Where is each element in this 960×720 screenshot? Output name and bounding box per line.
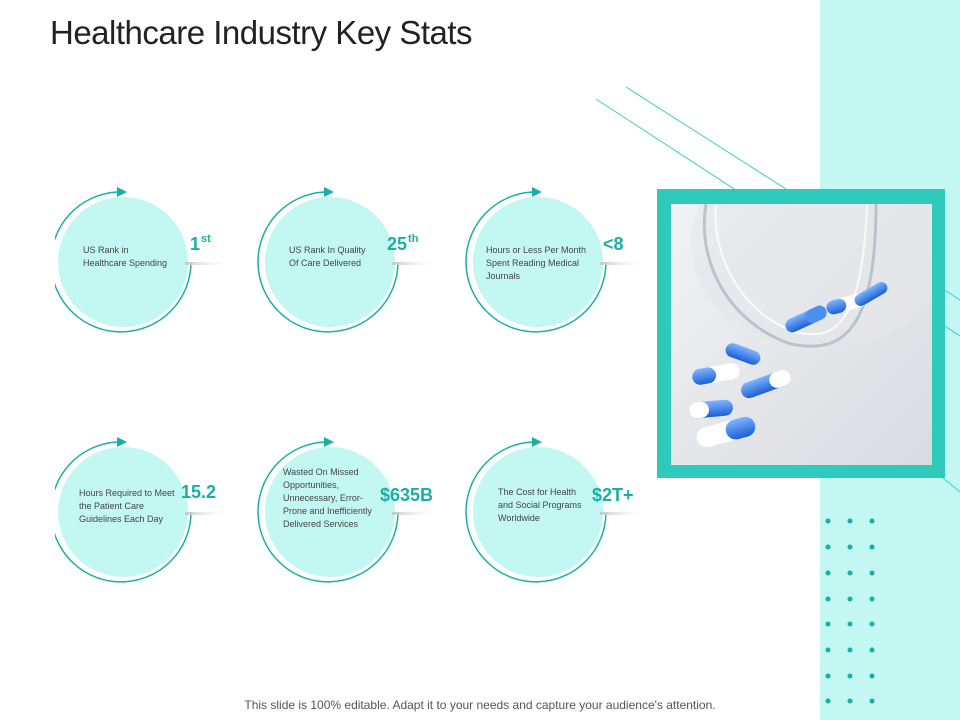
- stat-circle-graphic: [465, 187, 648, 333]
- ordinal-suffix: st: [201, 233, 211, 245]
- stat-circle-graphic: [55, 187, 233, 333]
- stat-card-rank-quality: US Rank In Quality Of Care Delivered 25t…: [255, 180, 455, 340]
- slide-title: Healthcare Industry Key Stats: [50, 14, 473, 51]
- dot-grid-decoration: [825, 518, 875, 704]
- stat-description: US Rank In Quality Of Care Delivered: [289, 245, 366, 268]
- stat-value: 1st: [190, 233, 211, 254]
- stat-circle-graphic: [55, 437, 233, 583]
- ordinal-suffix: th: [408, 233, 419, 245]
- stat-card-rank-spending: US Rank in Healthcare Spending 1st: [55, 180, 255, 340]
- stat-value: 25th: [387, 233, 419, 254]
- stat-description: Wasted On Missed Opportunities, Unnecess…: [283, 467, 372, 529]
- footer-note: This slide is 100% editable. Adapt it to…: [244, 698, 716, 712]
- stat-circle-graphic: [257, 187, 440, 333]
- stat-description: Hours Required to Meet the Patient Care …: [79, 488, 175, 524]
- stat-value: $2T+: [592, 485, 634, 505]
- stat-circle-graphic: [257, 437, 440, 583]
- stat-description: Hours or Less Per Month Spent Reading Me…: [486, 245, 587, 281]
- stat-card-care-guidelines: Hours Required to Meet the Patient Care …: [55, 430, 255, 590]
- stat-card-program-cost: The Cost for Health and Social Programs …: [465, 430, 665, 590]
- stat-card-reading-hours: Hours or Less Per Month Spent Reading Me…: [465, 180, 665, 340]
- stat-circle-graphic: [465, 437, 648, 583]
- medicine-capsules-photo: [671, 204, 932, 465]
- stat-value: $635B: [380, 485, 434, 505]
- photo-frame: [657, 189, 945, 478]
- stat-card-wasted-services: Wasted On Missed Opportunities, Unnecess…: [255, 430, 455, 590]
- stat-value: <8: [603, 234, 624, 254]
- stat-description: The Cost for Health and Social Programs …: [498, 487, 582, 523]
- stat-value: 15.2: [181, 482, 217, 502]
- stat-description: US Rank in Healthcare Spending: [83, 245, 168, 268]
